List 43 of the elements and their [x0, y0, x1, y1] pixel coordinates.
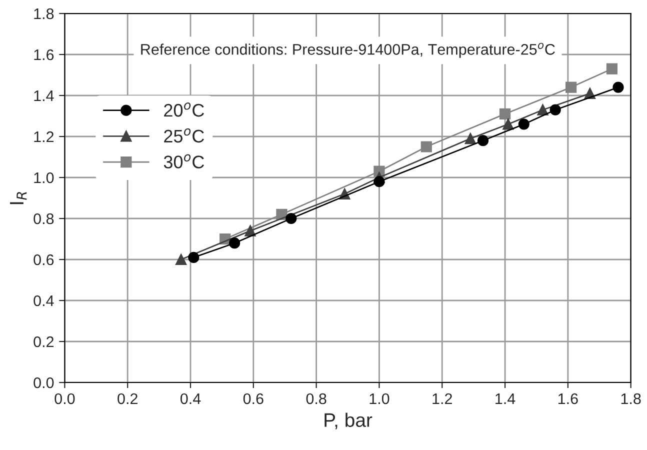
x-tick-label: 0.2	[118, 393, 138, 404]
x-tick-label: 1.0	[370, 393, 390, 404]
point	[228, 238, 240, 249]
point	[606, 63, 618, 74]
x-tick-label: 1.2	[432, 393, 452, 404]
x-tick-label: 1.6	[558, 393, 578, 404]
y-tick-label: 0.4	[34, 295, 54, 306]
y-tick-label: 1.0	[34, 172, 54, 184]
legend-label: 25$^{o}$C	[164, 128, 204, 143]
y-tick-label: 0.6	[34, 254, 54, 266]
point	[550, 104, 561, 116]
y-tick-label: 0.2	[34, 336, 54, 348]
point	[612, 82, 624, 93]
y-tick-label: 1.8	[34, 8, 54, 20]
x-tick-label: 0.0	[54, 393, 75, 404]
y-axis-title: I$_{R}$	[10, 192, 27, 204]
x-tick-label: 0.6	[243, 393, 264, 404]
point	[502, 118, 514, 130]
point	[188, 252, 200, 264]
x-tick-label: 1.8	[621, 393, 641, 404]
point	[374, 176, 385, 188]
point	[477, 135, 489, 146]
point	[499, 108, 511, 120]
annotation: Reference conditions: Pressure-91400Pa, Temperature-25$^{o}$C	[141, 42, 555, 58]
point	[464, 132, 476, 144]
point	[244, 225, 256, 236]
point	[566, 82, 577, 93]
y-tick-label: 1.4	[34, 90, 54, 102]
point	[420, 141, 432, 152]
y-tick-label: 1.6	[34, 49, 54, 60]
y-tick-label: 0.0	[34, 377, 54, 388]
x-tick-label: 1.4	[496, 393, 516, 404]
point	[176, 254, 187, 266]
x-axis-title: P, bar	[324, 412, 372, 430]
point	[286, 212, 297, 224]
y-tick-label: 0.8	[34, 213, 54, 224]
legend-label: 30$^{o}$C	[164, 154, 204, 168]
x-tick-label: 0.4	[180, 393, 201, 404]
x-tick-label: 0.8	[306, 393, 326, 404]
y-tick-label: 1.2	[34, 131, 54, 142]
point	[518, 118, 530, 130]
point	[537, 104, 548, 116]
legend-label: 20$^{o}$C	[164, 102, 204, 117]
